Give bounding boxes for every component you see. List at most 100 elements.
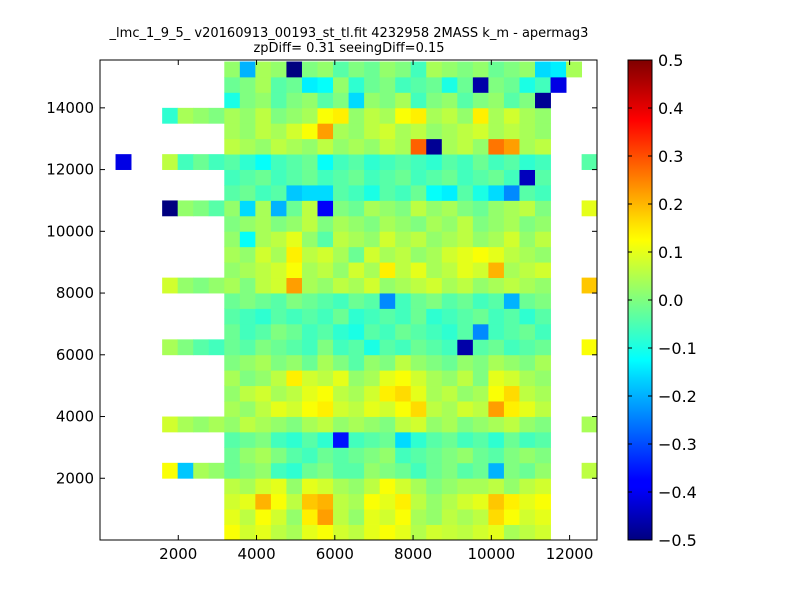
heatmap-cell bbox=[224, 61, 241, 78]
heatmap-cell bbox=[410, 447, 427, 464]
heatmap-cell bbox=[301, 246, 318, 263]
heatmap-cell bbox=[301, 478, 318, 495]
heatmap-cell bbox=[224, 169, 241, 186]
heatmap-cell bbox=[301, 277, 318, 294]
heatmap-cell bbox=[333, 370, 349, 387]
heatmap-cell bbox=[503, 401, 520, 417]
heatmap-cell bbox=[488, 385, 505, 402]
heatmap-cell bbox=[426, 370, 443, 387]
heatmap-cell bbox=[364, 262, 381, 279]
heatmap-cell bbox=[519, 107, 536, 124]
heatmap-cell bbox=[177, 154, 194, 170]
heatmap-cell bbox=[488, 107, 505, 124]
heatmap-cell bbox=[503, 92, 520, 109]
heatmap-cell bbox=[348, 262, 365, 279]
heatmap-cell bbox=[535, 339, 551, 356]
heatmap-cell bbox=[395, 524, 412, 541]
heatmap-cell bbox=[503, 339, 520, 356]
heatmap-cell bbox=[364, 339, 381, 356]
heatmap-cell bbox=[535, 524, 551, 541]
heatmap-cell bbox=[333, 215, 349, 232]
heatmap-cell bbox=[162, 339, 179, 356]
heatmap-cell bbox=[286, 107, 303, 124]
heatmap-cell bbox=[333, 277, 349, 294]
heatmap-cell bbox=[333, 185, 349, 201]
heatmap-cell bbox=[519, 246, 536, 263]
heatmap-cell bbox=[364, 169, 381, 186]
heatmap-cell bbox=[457, 231, 474, 248]
heatmap-cell bbox=[472, 385, 489, 402]
heatmap-cell bbox=[488, 509, 505, 525]
heatmap-cell bbox=[379, 308, 396, 325]
heatmap-cell bbox=[379, 323, 396, 340]
heatmap-cell bbox=[224, 385, 241, 402]
heatmap-cell bbox=[317, 524, 334, 541]
heatmap-cell bbox=[270, 447, 287, 464]
heatmap-cell bbox=[270, 524, 287, 541]
heatmap-cell bbox=[224, 416, 241, 433]
x-tick-label: 6000 bbox=[316, 545, 354, 563]
colorbar-tick-label: −0.2 bbox=[658, 387, 697, 406]
heatmap-cell bbox=[426, 262, 443, 279]
heatmap-cell bbox=[286, 401, 303, 417]
heatmap-cell bbox=[348, 431, 365, 448]
heatmap-cell bbox=[348, 323, 365, 340]
heatmap-cell bbox=[348, 61, 365, 78]
heatmap-cell bbox=[535, 416, 551, 433]
heatmap-cell bbox=[472, 154, 489, 170]
heatmap-cell bbox=[535, 262, 551, 279]
heatmap-cell bbox=[410, 154, 427, 170]
heatmap-cell bbox=[519, 354, 536, 371]
heatmap-cell bbox=[426, 138, 443, 155]
heatmap-cell bbox=[488, 231, 505, 248]
heatmap-cell bbox=[410, 246, 427, 263]
heatmap-cell bbox=[270, 61, 287, 78]
heatmap-cell bbox=[239, 308, 256, 325]
colorbar-tick-label: 0.1 bbox=[658, 243, 683, 262]
heatmap-cell bbox=[348, 154, 365, 170]
heatmap-cell bbox=[364, 493, 381, 510]
x-tick-label: 12000 bbox=[546, 545, 594, 563]
heatmap-cell bbox=[364, 509, 381, 525]
heatmap-cell bbox=[333, 246, 349, 263]
heatmap-cell bbox=[410, 169, 427, 186]
heatmap-cell bbox=[441, 185, 458, 201]
heatmap-cell bbox=[426, 246, 443, 263]
heatmap-cell bbox=[488, 416, 505, 433]
heatmap-cell bbox=[519, 123, 536, 140]
heatmap-cell bbox=[208, 154, 225, 170]
heatmap-cell bbox=[395, 509, 412, 525]
heatmap-cell bbox=[503, 524, 520, 541]
heatmap-cell bbox=[333, 509, 349, 525]
heatmap-cell bbox=[395, 154, 412, 170]
colorbar-tick-label: 0.5 bbox=[658, 51, 683, 70]
heatmap-cell bbox=[270, 154, 287, 170]
heatmap-cell bbox=[286, 185, 303, 201]
heatmap-cell bbox=[472, 509, 489, 525]
heatmap-cell bbox=[286, 493, 303, 510]
heatmap-cell bbox=[224, 123, 241, 140]
heatmap-cell bbox=[239, 447, 256, 464]
heatmap-cell bbox=[535, 462, 551, 479]
heatmap-cell bbox=[255, 447, 272, 464]
heatmap-cell bbox=[224, 339, 241, 356]
heatmap-cell bbox=[441, 293, 458, 309]
heatmap-cell bbox=[286, 215, 303, 232]
heatmap-cell bbox=[333, 293, 349, 309]
heatmap-cell bbox=[333, 354, 349, 371]
heatmap-cell bbox=[348, 92, 365, 109]
heatmap-cell bbox=[177, 462, 194, 479]
heatmap-cell bbox=[270, 246, 287, 263]
heatmap-cell bbox=[193, 200, 210, 217]
heatmap-cell bbox=[379, 231, 396, 248]
heatmap-cell bbox=[317, 308, 334, 325]
heatmap-cell bbox=[301, 293, 318, 309]
heatmap-cell bbox=[457, 138, 474, 155]
heatmap-cell bbox=[410, 262, 427, 279]
heatmap-cell bbox=[379, 61, 396, 78]
heatmap-cell bbox=[503, 138, 520, 155]
heatmap-cell bbox=[566, 61, 583, 78]
heatmap-cell bbox=[364, 447, 381, 464]
heatmap-cell bbox=[535, 401, 551, 417]
heatmap-cell bbox=[441, 231, 458, 248]
